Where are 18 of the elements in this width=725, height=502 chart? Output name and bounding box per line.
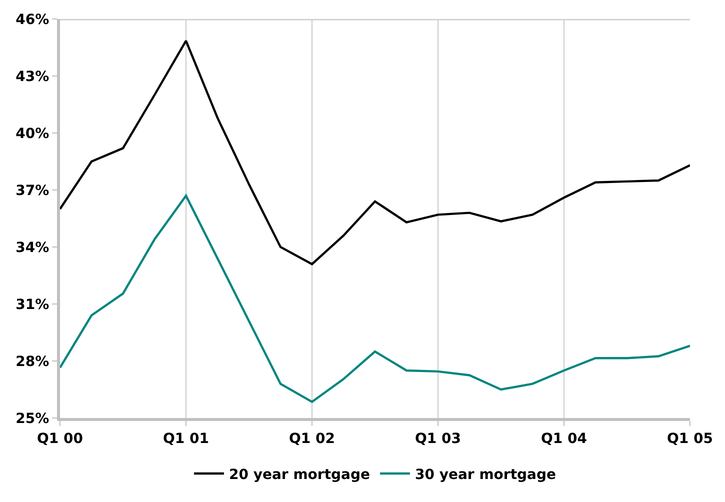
y-tick-label: 43% <box>16 68 50 85</box>
line-series <box>60 40 690 266</box>
x-tick-label: Q1 05 <box>667 430 713 447</box>
legend-label: 20 year mortgage <box>229 466 370 483</box>
y-tick-label: 46% <box>16 12 50 28</box>
x-tick-label: Q1 04 <box>541 430 588 447</box>
x-tick-label: Q1 01 <box>163 430 209 447</box>
x-tick-label: Q1 02 <box>289 430 335 447</box>
y-tick-label: 40% <box>16 126 50 142</box>
y-tick-label: 31% <box>16 296 50 313</box>
y-tick-label: 34% <box>16 240 50 256</box>
y-tick-label: 37% <box>16 182 50 199</box>
legend-label: 30 year mortgage <box>415 466 556 483</box>
line-series <box>60 194 690 403</box>
x-tick-label: Q1 00 <box>37 430 84 447</box>
y-tick-label: 28% <box>16 354 50 370</box>
y-tick-label: 25% <box>16 410 50 427</box>
x-tick-label: Q1 03 <box>415 430 461 447</box>
